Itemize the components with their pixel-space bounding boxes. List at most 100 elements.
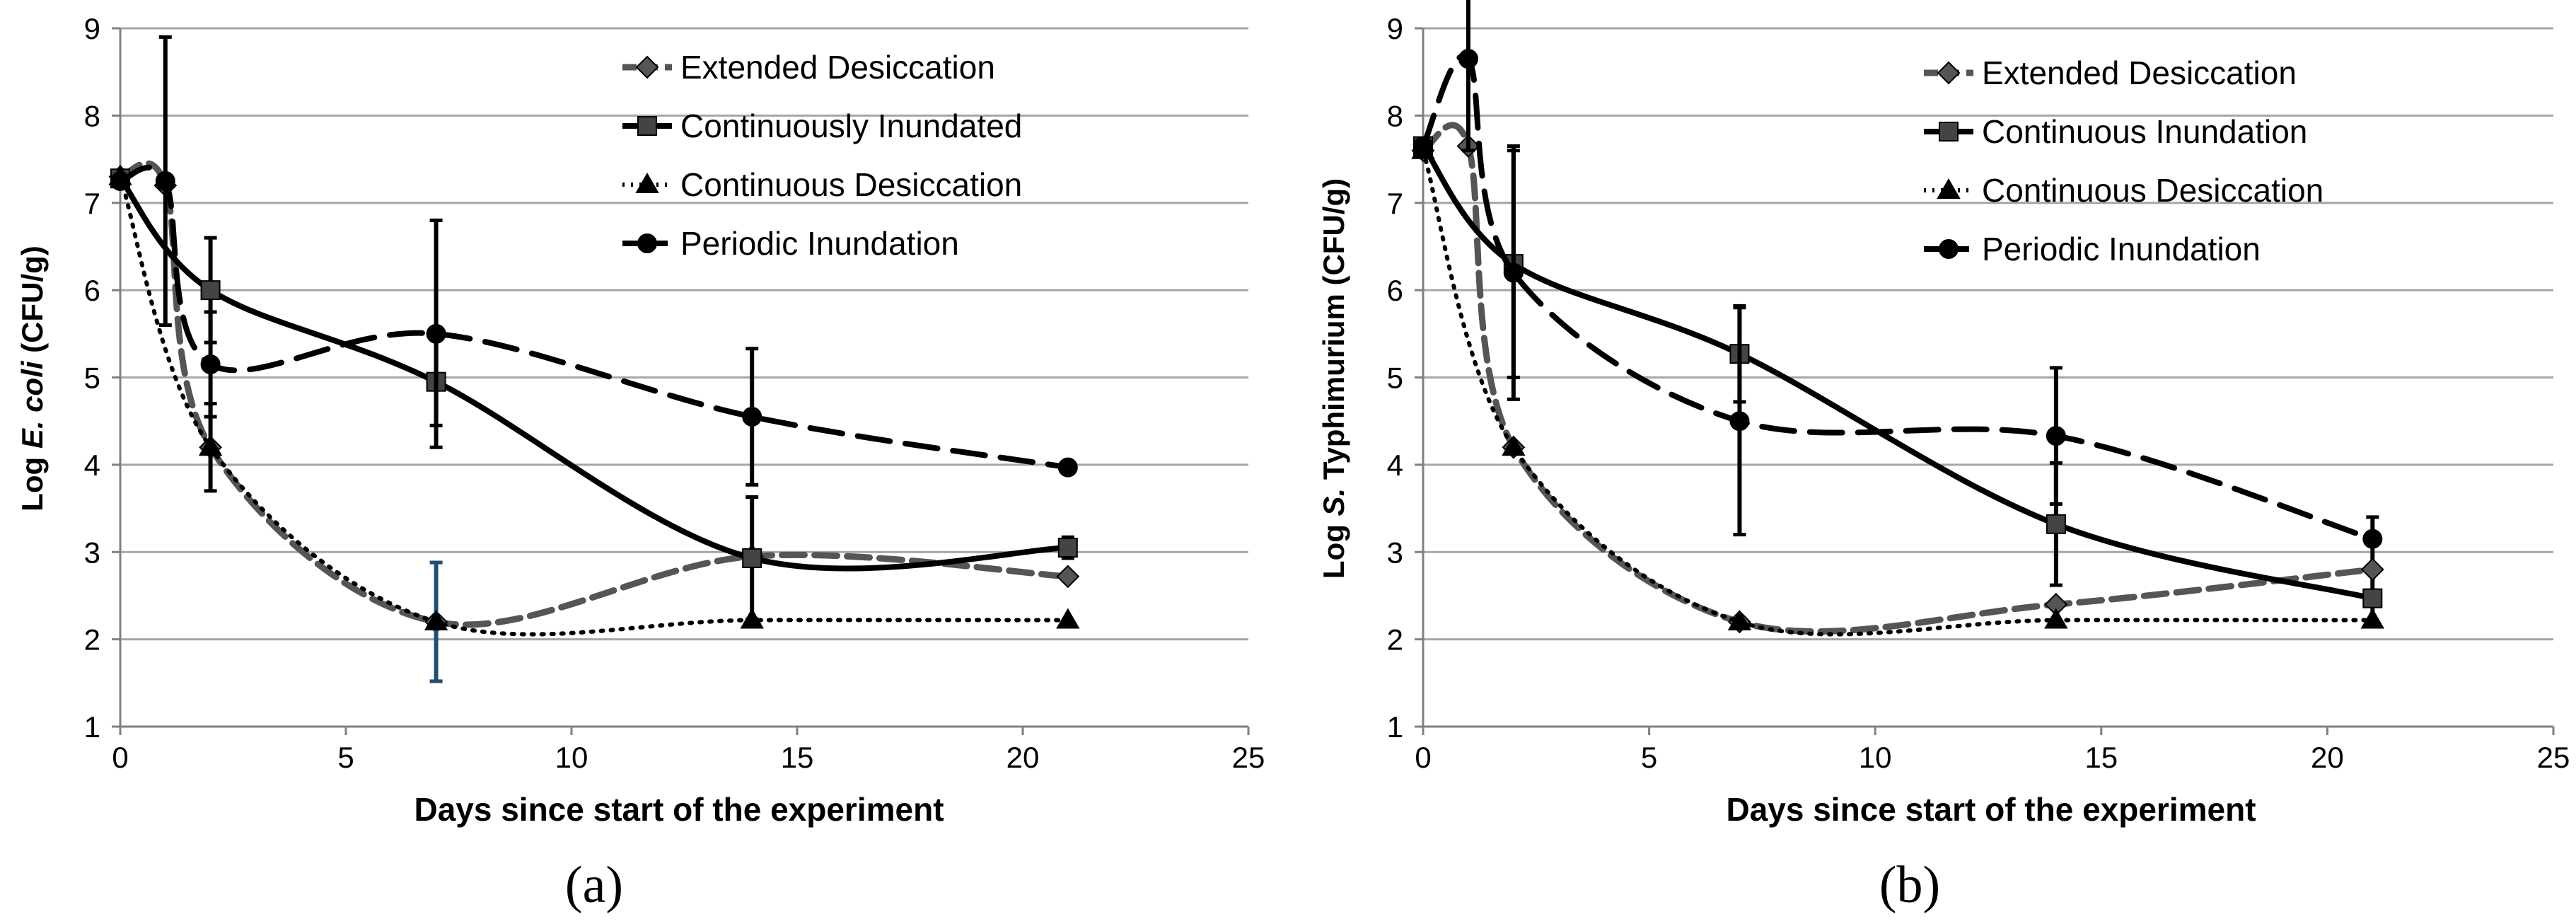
y-tick-label: 9 — [1387, 12, 1403, 45]
x-tick-label: 20 — [1006, 741, 1040, 774]
y-tick-label: 4 — [1387, 449, 1403, 482]
data-point — [155, 171, 175, 191]
y-tick-label: 4 — [84, 449, 100, 482]
data-point — [1503, 262, 1524, 283]
series-continuous-desiccation — [1411, 138, 2385, 637]
data-point — [2360, 608, 2385, 629]
legend-entry: Continuous Desiccation — [622, 166, 1022, 203]
legend-marker — [637, 233, 657, 253]
data-point — [1056, 608, 1080, 629]
data-point — [426, 323, 446, 344]
y-tick-label: 5 — [1387, 362, 1403, 395]
x-tick-label: 5 — [337, 741, 354, 774]
y-tick-label: 3 — [1387, 536, 1403, 569]
y-tick-label: 5 — [84, 362, 100, 395]
x-axis-label-b: Days since start of the experiment — [1726, 791, 2256, 828]
axes-a: 1 2 3 4 5 6 7 8 9 0 5 10 15 20 25 — [84, 12, 1265, 774]
chart-panel-b: 1 2 3 4 5 6 7 8 9 0 5 10 15 20 25 Days since start of … — [1317, 0, 2570, 914]
data-point — [2360, 558, 2384, 582]
series-line — [117, 160, 1072, 628]
series-periodic-inundation — [110, 35, 1078, 487]
data-point — [198, 435, 223, 456]
legend-entry: Continuous Desiccation — [1924, 172, 2323, 209]
series-line — [1420, 122, 2376, 635]
data-point — [740, 608, 764, 629]
legend-entry: Extended Desiccation — [622, 49, 995, 86]
legend-entry: Extended Desiccation — [1924, 54, 2297, 91]
y-axis-label-a-suffix: (CFU/g) — [16, 246, 49, 361]
x-tick-label: 0 — [1415, 741, 1431, 774]
data-point — [742, 407, 762, 427]
data-point — [2044, 608, 2068, 629]
data-point — [2362, 588, 2383, 608]
legend-marker — [1937, 178, 1961, 199]
legend-label: Periodic Inundation — [680, 225, 959, 262]
panel-label-a: (a) — [565, 856, 623, 914]
data-point — [200, 354, 221, 374]
y-axis-label-b: Log S. Typhimurium (CFU/g) — [1317, 178, 1350, 579]
legend-label: Continuous Desiccation — [680, 166, 1022, 203]
x-tick-label: 10 — [1859, 741, 1892, 774]
x-tick-label: 25 — [2537, 741, 2570, 774]
x-tick-label: 5 — [1641, 741, 1657, 774]
y-axis-label-b-prefix: Log — [1317, 516, 1350, 579]
chart-panel-a: 1 2 3 4 5 6 7 8 9 0 5 10 15 20 25 Days since start of … — [16, 12, 1265, 914]
legend-marker — [1939, 122, 1959, 142]
data-point — [200, 280, 221, 301]
y-tick-label: 6 — [84, 274, 100, 307]
y-axis-label-b-suffix: Typhimurium (CFU/g) — [1317, 178, 1350, 488]
series-periodic-inundation — [1413, 0, 2383, 549]
data-point — [2046, 426, 2066, 446]
legend-label: Extended Desiccation — [680, 49, 995, 86]
legend-label: Continuous Inundation — [1982, 113, 2307, 150]
legend-marker — [635, 172, 659, 193]
grid-lines-a — [120, 27, 1248, 641]
legend-entry: Continuously Inundated — [622, 108, 1022, 144]
y-tick-label: 7 — [84, 187, 100, 220]
y-tick-label: 2 — [84, 623, 100, 657]
legend-b: Extended Desiccation Continuous Inundatio… — [1924, 54, 2323, 267]
data-point — [2046, 514, 2066, 534]
data-point — [1057, 538, 1078, 558]
legend-marker — [637, 116, 657, 136]
series-layer-b — [1411, 0, 2385, 637]
y-tick-label: 1 — [1387, 710, 1403, 744]
y-tick-label: 8 — [84, 99, 100, 132]
data-point — [1413, 136, 1433, 156]
legend-entry: Periodic Inundation — [1924, 231, 2261, 267]
x-tick-label: 20 — [2311, 741, 2344, 774]
x-axis-label-a: Days since start of the experiment — [414, 791, 944, 828]
y-axis-label-a: Log E. coli (CFU/g) — [16, 246, 49, 512]
y-axis-label-a-italic: E. coli — [16, 360, 49, 449]
x-tick-label: 10 — [555, 741, 588, 774]
data-point — [1458, 49, 1478, 69]
legend-label: Continuous Desiccation — [1982, 172, 2323, 209]
x-tick-label: 15 — [2084, 741, 2118, 774]
legend-label: Continuously Inundated — [680, 108, 1022, 144]
legend-marker — [1937, 61, 1961, 85]
legend-label: Periodic Inundation — [1982, 231, 2261, 267]
series-layer-a — [108, 35, 1080, 683]
data-point — [2362, 529, 2383, 549]
series-line — [117, 164, 1071, 470]
data-point — [424, 609, 448, 630]
legend-entry: Continuous Inundation — [1924, 113, 2307, 150]
legend-label: Extended Desiccation — [1982, 54, 2297, 91]
data-point — [1057, 457, 1078, 478]
y-tick-label: 9 — [84, 12, 100, 45]
x-tick-label: 15 — [781, 741, 814, 774]
data-point — [1502, 435, 1526, 456]
grid-lines-b — [1423, 27, 2553, 641]
series-line — [1420, 143, 2376, 601]
y-tick-label: 7 — [1387, 187, 1403, 220]
data-point — [1729, 411, 1750, 432]
x-tick-label: 0 — [112, 741, 128, 774]
axes-b: 1 2 3 4 5 6 7 8 9 0 5 10 15 20 25 — [1387, 12, 2570, 774]
y-tick-label: 3 — [84, 536, 100, 569]
series-line — [117, 175, 1071, 572]
y-axis-label-a-prefix: Log — [16, 449, 49, 512]
series-line — [1421, 148, 2375, 637]
legend-entry: Periodic Inundation — [622, 225, 959, 262]
y-axis-label-b-italic: S. — [1317, 488, 1350, 516]
